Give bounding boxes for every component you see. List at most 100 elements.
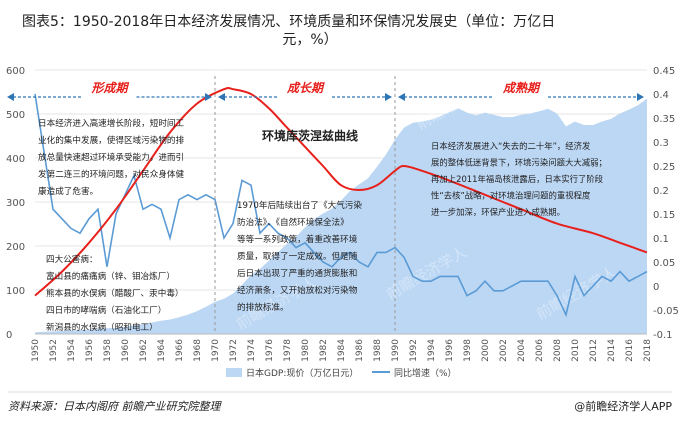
- x-tick-label: 1962: [139, 339, 149, 362]
- right-tick-label: 0.2: [653, 186, 669, 197]
- x-tick-label: 1964: [157, 339, 167, 362]
- x-tick-label: 1970: [211, 339, 221, 362]
- x-tick-label: 1996: [445, 339, 455, 362]
- x-tick-label: 1974: [247, 339, 257, 362]
- legend: 日本GDP:现价（万亿日元） 同比增速（%）: [226, 367, 457, 379]
- growth-line: [34, 93, 648, 318]
- x-tick-label: 1992: [409, 339, 419, 362]
- phase3-annotation-line: 进一步加深，环保产业进入成熟期。: [431, 207, 565, 217]
- brand-label: @前瞻经济学人APP: [574, 399, 672, 413]
- x-tick-label: 1982: [319, 339, 329, 362]
- right-tick-label: 0.3: [653, 138, 669, 149]
- phase2-annotation-line: 防治法》、《自然环境保全法》: [237, 216, 349, 228]
- x-tick-label: 1956: [85, 339, 95, 362]
- annotations: 日本经济进入高速增长阶段，短时间工业化的集中发展，使得区域污染物的排放总量快速超…: [38, 117, 607, 333]
- x-tick-label: 1966: [175, 339, 185, 362]
- phase-label-3: 成熟期: [502, 81, 541, 95]
- phase2-annotation-line: 质量，取得了一定成效。但是随: [237, 250, 358, 262]
- phase1-annotation-line: 发第二连三的环境问题，对民众身体健: [38, 168, 185, 180]
- left-tick-label: 400: [6, 154, 25, 165]
- x-tick-label: 1968: [193, 339, 203, 362]
- x-axis: 1950 1952 1954 1956 1958 1960 1962 1964 1966 1968…: [31, 333, 653, 362]
- x-tick-label: 1978: [283, 339, 293, 362]
- phase-arrow-head-left: [7, 93, 14, 101]
- x-tick-label: 2010: [571, 339, 581, 362]
- chart-title-line2: 元，%）: [282, 32, 337, 48]
- phase1-annotation-line: 康造成了危害。: [38, 185, 98, 197]
- right-tick-label: 0.15: [653, 210, 675, 221]
- x-tick-label: 2018: [643, 339, 653, 362]
- x-tick-label: 2016: [625, 339, 635, 362]
- x-tick-label: 2014: [607, 339, 617, 362]
- right-tick-label: 0.1: [653, 234, 669, 245]
- right-tick-label: 0.05: [653, 258, 675, 269]
- phase2-annotation-line: 的排放标准。: [237, 301, 289, 313]
- phase-arrows: 形成期 成长期 成熟期: [7, 81, 644, 101]
- phase3-annotation-line: 性“去核”战略，对环境治理问题的重视程度: [431, 191, 591, 201]
- x-tick-label: 1950: [31, 339, 41, 362]
- phase2-annotation-line: 1970年后陆续出台了《大气污染: [237, 199, 362, 211]
- x-tick-label: 1972: [229, 339, 239, 362]
- kuznets-curve-label: 环境库茨涅兹曲线: [262, 128, 358, 143]
- pollution-annotation-line: 熊本县的水俣病（醋酸厂、汞中毒）: [46, 287, 184, 299]
- pollution-annotation-line: 富山县的痛痛病（锌、钼冶炼厂）: [46, 270, 175, 282]
- right-tick-label: 0.35: [653, 114, 675, 125]
- phase3-annotation: 日本经济发展进入“失去的二十年”，经济发展的整体低迷背景下，环境污染问题大大减弱…: [431, 141, 607, 217]
- x-tick-label: 2004: [517, 339, 527, 362]
- left-tick-label: 200: [6, 242, 25, 253]
- x-tick-label: 1988: [373, 339, 383, 362]
- left-tick-label: 500: [6, 110, 25, 121]
- source-note: 资料来源：日本内阁府 前瞻产业研究院整理: [8, 400, 222, 413]
- x-tick-label: 1998: [463, 339, 473, 362]
- right-tick-label: -0.05: [653, 306, 679, 317]
- chart-title-line1: 图表5：1950-2018年日本经济发展情况、环境质量和环保情况发展史（单位：万…: [22, 14, 555, 30]
- right-tick-label: -0.1: [653, 330, 673, 341]
- right-tick-label: 0.45: [653, 66, 675, 77]
- left-tick-label: 600: [6, 66, 25, 77]
- pollution-annotation-line: 新潟县的水俣病（昭和电工）: [46, 321, 158, 333]
- phase2-annotation-line: 等等一系列政策，着重改善环境: [237, 233, 358, 245]
- right-axis: -0.1 -0.05 0 0.05 0.1 0.15 0.2 0.25 0.3 0.35 0.4 0.…: [653, 66, 679, 341]
- x-tick-label: 1976: [265, 339, 275, 362]
- x-tick-label: 2000: [481, 339, 491, 362]
- right-tick-label: 0: [653, 282, 659, 293]
- phase1-annotation-line: 日本经济进入高速增长阶段，短时间工: [38, 117, 185, 129]
- kuznets-curve: [34, 86, 648, 297]
- x-tick-label: 1994: [427, 339, 437, 362]
- x-tick-label: 1952: [49, 339, 59, 362]
- phase1-annotation-line: 放总量快速超过环境承受能力，进而引: [38, 151, 184, 163]
- growth-line-series: [34, 93, 648, 318]
- x-tick-label: 2002: [499, 339, 509, 362]
- x-tick-label: 1980: [301, 339, 311, 362]
- legend-gdp-label: 日本GDP:现价（万亿日元）: [246, 367, 358, 379]
- phase3-annotation-line: 日本经济发展进入“失去的二十年”，经济发: [431, 141, 591, 151]
- phase1-annotation-line: 业化的集中发展，使得区域污染物的排: [38, 134, 185, 146]
- pollution-annotation: 四大公害病： 富山县的痛痛病（锌、钼冶炼厂） 熊本县的水俣病（醋酸厂、汞中毒） 四日市…: [46, 253, 184, 333]
- pollution-annotation-line: 四大公害病：: [46, 253, 98, 265]
- legend-growth-label: 同比增速（%）: [394, 367, 457, 379]
- right-tick-label: 0.25: [653, 162, 675, 173]
- x-tick-label: 2008: [553, 339, 563, 362]
- phase3-annotation-line: 再加上2011年福岛核泄露后，日本实行了阶段: [431, 174, 604, 184]
- x-tick-label: 1958: [103, 339, 113, 362]
- pollution-annotation-line: 四日市的哮喘病（石油化工厂）: [46, 304, 166, 316]
- gdp-area: [35, 98, 647, 334]
- gdp-area-series: [35, 98, 647, 334]
- x-tick-label: 1986: [355, 339, 365, 362]
- phase-arrow-head-left: [398, 93, 405, 101]
- x-tick-label: 1954: [67, 339, 77, 362]
- x-tick-label: 1990: [391, 339, 401, 362]
- phase-arrow-head-right: [637, 93, 644, 101]
- x-tick-label: 1984: [337, 339, 347, 362]
- left-tick-label: 300: [6, 198, 25, 209]
- phase3-annotation-line: 展的整体低迷背景下，环境污染问题大大减弱；: [431, 158, 607, 168]
- left-tick-label: 0: [6, 330, 12, 341]
- phase-arrow-head-right: [205, 93, 212, 101]
- x-tick-label: 2012: [589, 339, 599, 362]
- right-tick-label: 0.4: [653, 90, 669, 101]
- legend-gdp-swatch: [226, 368, 242, 377]
- phase-arrow-head-left: [218, 93, 225, 101]
- kuznets-curve-series: [34, 86, 648, 297]
- phase-label-2: 成长期: [286, 81, 325, 95]
